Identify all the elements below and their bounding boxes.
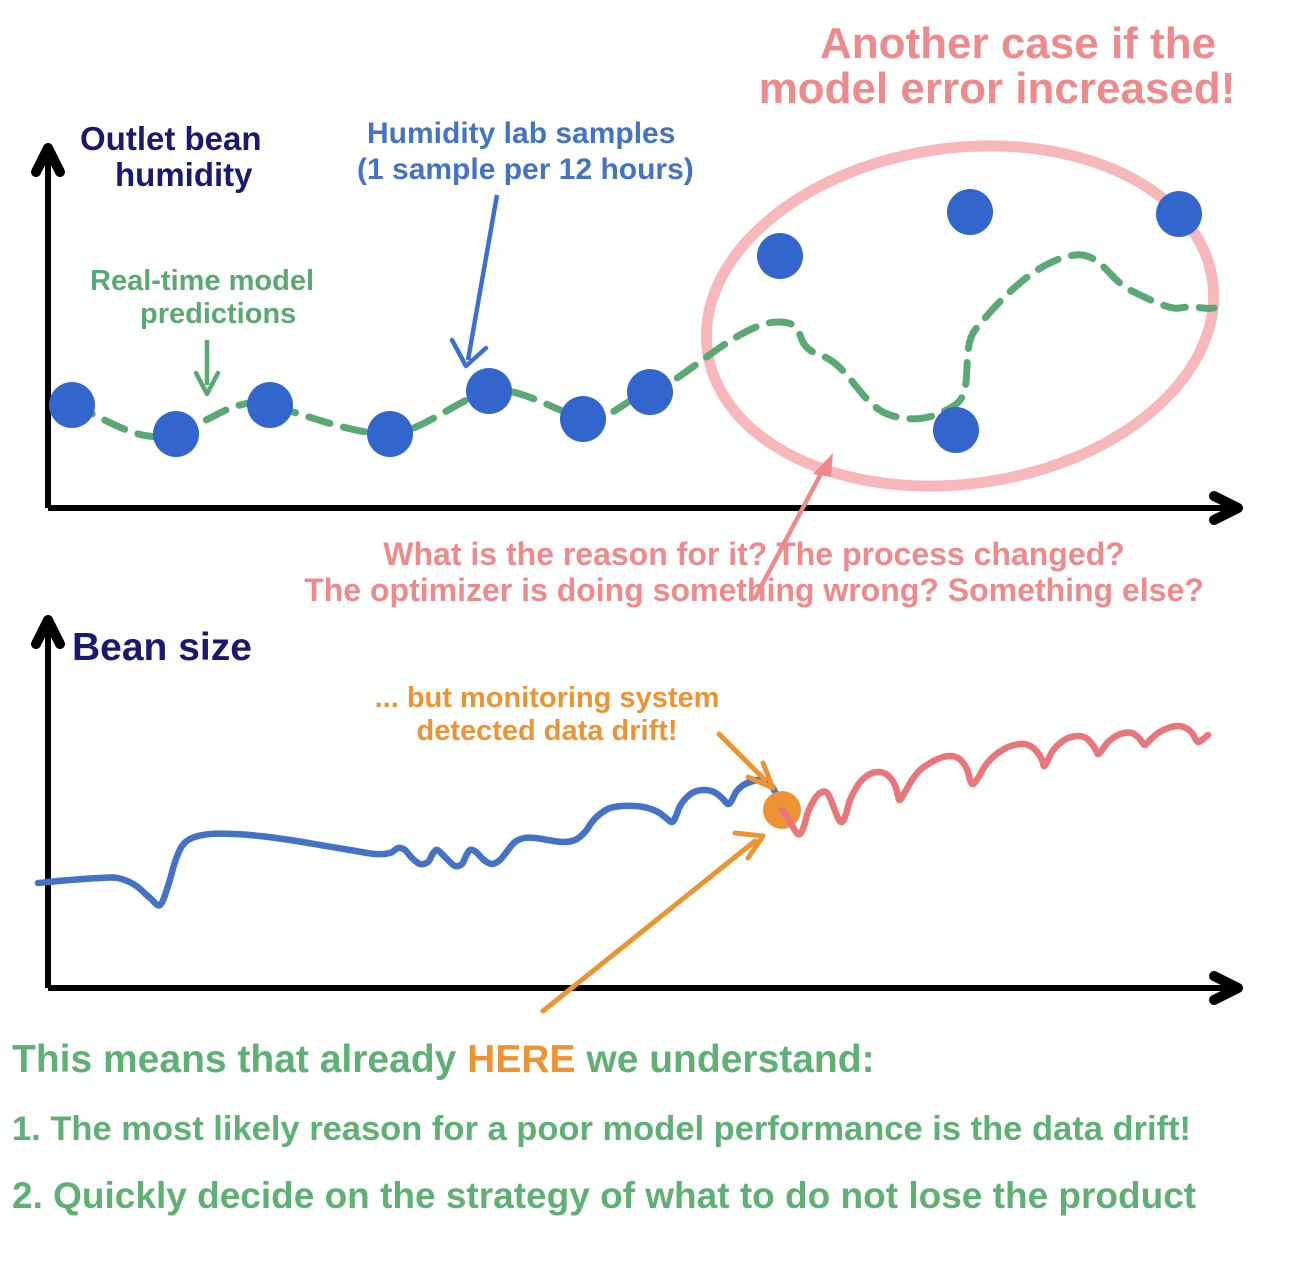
svg-text:detected data drift!: detected data drift!: [416, 715, 677, 747]
svg-text:humidity: humidity: [115, 156, 253, 193]
svg-text:This means that already HERE w: This means that already HERE we understa…: [12, 1038, 875, 1081]
svg-text:The optimizer is doing somethi: The optimizer is doing something wrong? …: [304, 572, 1204, 608]
svg-text:What is the reason for it? The: What is the reason for it? The process c…: [383, 536, 1124, 572]
svg-text:model error increased!: model error increased!: [759, 64, 1236, 113]
svg-text:Outlet bean: Outlet bean: [80, 120, 262, 157]
svg-text:predictions: predictions: [140, 298, 296, 330]
svg-text:1. The most likely reason for: 1. The most likely reason for a poor mod…: [12, 1110, 1191, 1148]
svg-text:(1 sample per 12 hours): (1 sample per 12 hours): [357, 153, 694, 186]
svg-text:... but monitoring system: ... but monitoring system: [375, 682, 720, 714]
svg-text:2. Quickly decide on the strat: 2. Quickly decide on the strategy of wha…: [12, 1175, 1196, 1216]
svg-text:Humidity lab samples: Humidity lab samples: [367, 117, 675, 150]
svg-text:Another case if the: Another case if the: [820, 19, 1216, 68]
svg-text:Real-time model: Real-time model: [90, 265, 314, 297]
svg-text:Bean size: Bean size: [72, 626, 252, 669]
